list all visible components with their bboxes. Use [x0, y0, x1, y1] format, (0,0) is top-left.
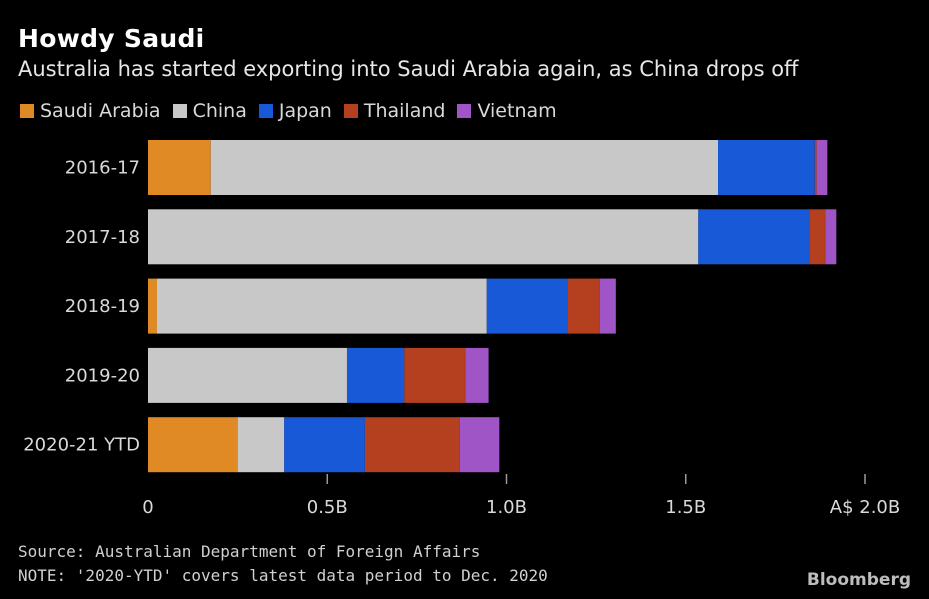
bar-2018-19-thailand — [567, 278, 600, 334]
chart-subtitle: Australia has started exporting into Sau… — [18, 57, 799, 81]
bar-2016-17-china — [210, 140, 719, 195]
x-tick-label: 1.0B — [486, 497, 527, 518]
x-tick-label: 0 — [142, 497, 153, 518]
bar-2020-21-ytd-china — [237, 417, 285, 473]
x-tick-label: 0.5B — [307, 497, 348, 518]
x-tick-label: A$ 2.0B — [830, 497, 900, 518]
bar-2017-18-china — [148, 209, 699, 265]
bar-2020-21-ytd-vietnam — [459, 417, 500, 473]
bar-2019-20-vietnam — [465, 347, 489, 403]
category-label: 2017-18 — [65, 227, 140, 248]
category-label: 2019-20 — [65, 365, 140, 386]
bars-group — [148, 140, 837, 473]
bar-2016-17-saudi-arabia — [148, 140, 211, 195]
legend-item-saudi-arabia: Saudi Arabia — [20, 100, 161, 122]
bar-2017-18-vietnam — [825, 209, 837, 265]
bloomberg-logo: Bloomberg — [806, 570, 911, 590]
x-tick-label: 1.5B — [665, 497, 706, 518]
category-labels: 2016-17 2017-18 2018-19 2019-20 2020-21 YTD — [23, 158, 140, 456]
legend-label: Japan — [278, 100, 332, 122]
legend-item-japan: Japan — [258, 100, 332, 122]
bar-2019-20-china — [148, 347, 347, 403]
legend-swatch — [343, 104, 358, 118]
x-axis: 0 0.5B 1.0B 1.5B A$ 2.0B — [142, 474, 900, 518]
legend-swatch — [20, 104, 34, 118]
bar-2020-21-ytd-saudi-arabia — [148, 417, 238, 473]
category-label: 2018-19 — [65, 296, 140, 317]
legend-label: Saudi Arabia — [40, 100, 161, 122]
bar-2018-19-japan — [486, 278, 568, 334]
source-note: Source: Australian Department of Foreign… — [18, 542, 481, 561]
legend-label: China — [192, 100, 247, 122]
category-label: 2020-21 YTD — [23, 435, 140, 456]
bar-2016-17-vietnam — [816, 140, 828, 195]
legend-swatch — [172, 104, 187, 118]
legend-item-thailand: Thailand — [343, 100, 446, 122]
bar-2018-19-vietnam — [599, 278, 616, 334]
bar-2019-20-japan — [346, 347, 405, 403]
legend-label: Vietnam — [477, 100, 557, 122]
legend-swatch — [258, 104, 273, 118]
footnote: NOTE: '2020-YTD' covers latest data peri… — [18, 566, 548, 585]
bar-2020-21-ytd-japan — [284, 417, 365, 473]
bar-2020-21-ytd-thailand — [364, 417, 460, 473]
bar-2018-19-china — [156, 278, 487, 334]
bar-2016-17-thailand — [814, 140, 817, 195]
legend-item-china: China — [172, 100, 247, 122]
bar-2016-17-japan — [718, 140, 815, 195]
bar-2017-18-thailand — [809, 209, 826, 265]
bar-2019-20-thailand — [404, 347, 466, 403]
legend-item-vietnam: Vietnam — [457, 100, 557, 122]
bar-2018-19-saudi-arabia — [148, 278, 157, 334]
chart-title: Howdy Saudi — [18, 24, 205, 53]
legend-swatch — [457, 104, 472, 118]
legend-label: Thailand — [363, 100, 446, 122]
category-label: 2016-17 — [65, 158, 140, 179]
chart-legend: Saudi Arabia China Japan Thailand Vietnam — [20, 100, 569, 122]
bar-2017-18-japan — [698, 209, 810, 265]
